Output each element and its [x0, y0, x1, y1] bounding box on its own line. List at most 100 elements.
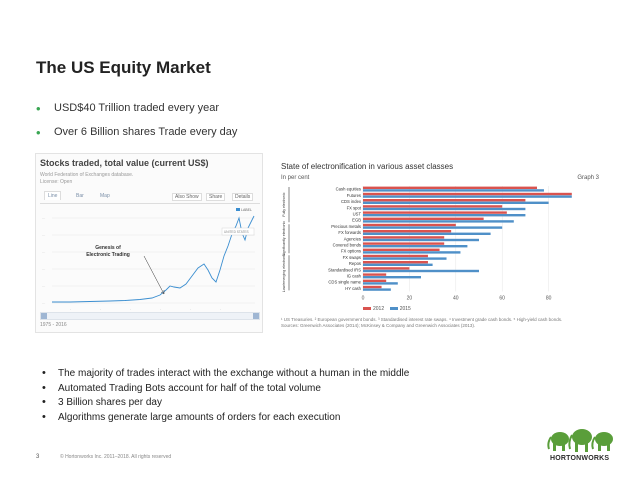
bar-2015 — [363, 245, 468, 248]
x-tick-label: 0 — [362, 295, 365, 301]
copyright-text: © Hortonworks Inc. 2011–2018. All rights… — [60, 454, 172, 460]
category-label: FX swaps — [343, 255, 361, 260]
category-label: EGB — [352, 218, 361, 223]
legend-swatch-2012 — [363, 307, 371, 311]
bottom-bullet-2: Automated Trading Bots account for half … — [40, 382, 409, 394]
category-label: FX forwards — [338, 230, 361, 235]
category-label: Standardised IRS — [328, 267, 361, 272]
svg-text:…: … — [42, 233, 46, 237]
bar-2012 — [363, 230, 452, 233]
bar-2012 — [363, 223, 456, 227]
legend-swatch-2015 — [389, 307, 398, 311]
bar-2015 — [363, 226, 503, 229]
category-label: HY cash — [345, 286, 361, 291]
right-chart-notes: ¹ US Treasuries. ² European government b… — [281, 317, 603, 329]
top-bullet-1: USD$40 Trillion traded every year — [36, 101, 237, 116]
bar-2015 — [363, 257, 447, 260]
x-tick-label: 20 — [407, 295, 413, 301]
details-button[interactable]: Details — [232, 193, 254, 201]
svg-text:…: … — [42, 301, 46, 305]
category-label: Cash equities — [336, 187, 361, 192]
bar-2012 — [363, 199, 526, 202]
bar-2015 — [363, 207, 526, 211]
bottom-bullet-1: The majority of trades interact with the… — [40, 367, 409, 379]
range-slider[interactable] — [40, 312, 260, 320]
bar-2012 — [363, 217, 484, 220]
svg-text:…: … — [42, 267, 46, 271]
bar-2015 — [363, 276, 421, 279]
top-bullet-list: USD$40 Trillion traded every year Over 6… — [36, 101, 237, 150]
bar-2015 — [363, 220, 514, 223]
svg-text:…: … — [42, 250, 46, 254]
right-chart-legend: 2012 2015 — [363, 306, 411, 312]
bar-2015 — [363, 288, 391, 291]
share-button[interactable]: Share — [206, 193, 226, 201]
category-label: Precious metals — [331, 224, 361, 229]
us-stocks-traded-line — [52, 215, 255, 303]
legend-swatch — [236, 208, 240, 211]
right-chart-title: State of electronification in various as… — [281, 162, 454, 171]
bar-2012 — [363, 242, 445, 245]
group-label: Low/emerging electronic — [282, 253, 286, 292]
svg-text:…: … — [42, 284, 46, 288]
left-chart-tabs: Line Bar Map Also Show Share Details — [40, 191, 260, 204]
tab-line[interactable]: Line — [44, 191, 62, 200]
bar-2012 — [363, 261, 428, 264]
category-label: Repos — [349, 261, 361, 266]
x-tick-label: 40 — [453, 295, 459, 301]
right-chart-graph-label: Graph 3 — [577, 175, 599, 181]
group-label: Significantly electronic — [282, 221, 286, 257]
electronification-chart-panel: State of electronification in various as… — [275, 160, 605, 340]
also-show-button[interactable]: Also Show — [172, 193, 202, 201]
stocks-traded-chart-panel: Stocks traded, total value (current US$)… — [35, 153, 263, 333]
hortonworks-elephant-logo — [547, 429, 613, 452]
bar-2012 — [363, 248, 440, 251]
bar-2015 — [363, 251, 461, 254]
category-label: Covered bonds — [333, 242, 361, 247]
right-chart-sources: Sources: Greenwich Associates (2014); Mc… — [281, 323, 476, 328]
category-label: UST — [353, 211, 362, 216]
bar-2015 — [363, 189, 544, 192]
category-label: FX options — [341, 249, 361, 254]
legend-label-2012: 2012 — [373, 306, 385, 312]
bar-2012 — [363, 186, 537, 189]
bottom-bullet-3: 3 Billion shares per day — [40, 396, 409, 408]
bar-2012 — [363, 211, 507, 214]
right-chart-unit: In per cent — [281, 175, 310, 181]
bar-2015 — [363, 214, 526, 217]
svg-text:…: … — [42, 216, 46, 220]
bar-2012 — [363, 236, 445, 239]
bar-2015 — [363, 195, 572, 198]
legend-label-2015: 2015 — [399, 306, 411, 312]
bar-2015 — [363, 269, 479, 273]
svg-text:·: · — [190, 308, 191, 312]
svg-text:·: · — [220, 308, 221, 312]
svg-text:·: · — [130, 308, 131, 312]
right-chart-footnotes: ¹ US Treasuries. ² European government b… — [281, 317, 563, 322]
bar-2012 — [363, 273, 387, 276]
bottom-bullet-4: Algorithms generate large amounts of ord… — [40, 411, 409, 423]
legend-label: LABEL — [241, 208, 252, 212]
tab-bar[interactable]: Bar — [76, 193, 84, 199]
bar-2012 — [363, 267, 410, 270]
left-line-chart: … … … … … … LABEL UNITED STATES · · · · · · — [42, 208, 255, 312]
series-tooltip — [221, 227, 255, 236]
left-chart-title: Stocks traded, total value (current US$) — [40, 158, 209, 168]
range-handle-start[interactable] — [41, 313, 47, 319]
category-label: Futures — [347, 193, 361, 198]
bar-2012 — [363, 279, 387, 282]
top-bullet-2: Over 6 Billion shares Trade every day — [36, 125, 237, 140]
series-tooltip-label: UNITED STATES — [224, 230, 249, 234]
group-label: Fully electronic — [282, 192, 286, 216]
tab-map[interactable]: Map — [100, 193, 110, 199]
page-number: 3 — [36, 454, 40, 460]
category-label: Agencies — [344, 236, 361, 241]
range-handle-end[interactable] — [253, 313, 259, 319]
bar-2012 — [363, 285, 382, 289]
annotation-arrow — [143, 255, 165, 295]
category-label: IG cash — [347, 273, 362, 278]
hortonworks-wordmark: HORTONWORKS — [550, 455, 610, 462]
svg-text:·: · — [160, 308, 161, 312]
left-chart-source: World Federation of Exchanges database. — [40, 172, 134, 178]
svg-text:·: · — [70, 308, 71, 312]
